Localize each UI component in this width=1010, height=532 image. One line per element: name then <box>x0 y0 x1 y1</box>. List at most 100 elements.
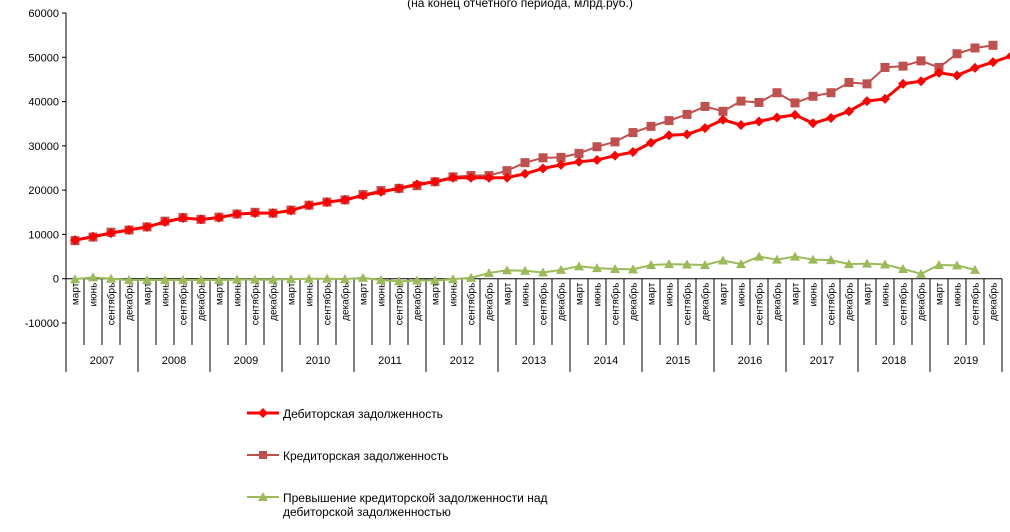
data-point <box>502 265 512 275</box>
data-point <box>610 150 620 161</box>
data-point <box>304 200 314 211</box>
series-line <box>74 44 994 242</box>
data-point <box>646 121 656 131</box>
data-point <box>250 274 260 284</box>
series-2 <box>70 251 980 286</box>
data-point <box>718 255 728 265</box>
quarter-label: март <box>71 282 82 305</box>
data-point <box>196 275 206 285</box>
data-point <box>574 261 584 271</box>
data-point <box>934 259 944 269</box>
data-point <box>988 40 998 50</box>
quarter-label: июнь <box>737 283 748 307</box>
legend-label-payables: Кредиторская задолженность <box>283 449 449 463</box>
quarter-label: декабрь <box>196 283 208 321</box>
quarter-label: март <box>647 282 658 305</box>
data-point <box>952 70 962 81</box>
data-point <box>412 179 422 190</box>
data-point <box>736 96 746 106</box>
quarter-label: март <box>863 282 874 305</box>
data-point <box>628 128 638 138</box>
data-point <box>484 267 494 277</box>
data-point <box>988 57 998 68</box>
data-point <box>592 263 602 273</box>
data-point <box>826 255 836 265</box>
quarter-label: июнь <box>377 283 388 307</box>
quarter-label: декабрь <box>268 283 280 321</box>
data-point <box>574 156 584 167</box>
series-0 <box>70 51 1010 246</box>
data-point <box>790 251 800 261</box>
data-point <box>790 98 800 108</box>
quarter-label: март <box>503 282 514 305</box>
data-point <box>952 49 962 59</box>
chart-subtitle: (на конец отчетного периода, млрд.руб.) <box>407 0 633 10</box>
data-point <box>880 62 890 72</box>
y-axis: -10000 0 10000 20000 30000 40000 50000 60000 <box>25 8 67 330</box>
y-tick-label: 30000 <box>28 141 59 153</box>
data-point <box>142 221 152 232</box>
quarter-label: сентябрь <box>250 283 262 326</box>
data-point <box>448 274 458 284</box>
series-layer <box>70 40 1010 286</box>
data-point <box>808 254 818 264</box>
data-point <box>610 137 620 147</box>
quarter-label: июнь <box>233 283 244 307</box>
year-label: 2010 <box>306 355 330 367</box>
quarter-label: март <box>287 282 298 305</box>
data-point <box>646 137 656 148</box>
data-point <box>682 259 692 269</box>
data-point <box>142 275 152 285</box>
data-point <box>646 259 656 269</box>
year-label: 2018 <box>882 355 906 367</box>
data-point <box>772 112 782 123</box>
legend-label-excess-line1: Превышение кредиторской задолженности на… <box>283 491 548 505</box>
quarter-label: март <box>719 282 730 305</box>
quarter-label: март <box>143 282 154 305</box>
data-point <box>862 79 872 89</box>
quarter-label: июнь <box>881 283 892 307</box>
quarter-label: сентябрь <box>754 283 766 326</box>
data-point <box>628 264 638 274</box>
quarter-label: март <box>215 282 226 305</box>
data-point <box>754 251 764 261</box>
y-tick-label: 40000 <box>28 97 59 109</box>
data-point <box>736 120 746 131</box>
data-point <box>538 153 548 163</box>
series-1 <box>70 40 998 246</box>
data-point <box>124 225 134 235</box>
data-point <box>430 176 440 187</box>
data-point <box>520 265 530 275</box>
data-point <box>340 194 350 205</box>
y-tick-label: -10000 <box>25 318 59 330</box>
data-point <box>340 274 350 284</box>
data-point <box>88 231 98 242</box>
legend-item-receivables: Дебиторская задолженность <box>245 405 665 425</box>
quarter-label: сентябрь <box>394 283 406 326</box>
data-point <box>772 88 782 98</box>
data-point <box>700 259 710 269</box>
data-point <box>286 274 296 284</box>
data-point <box>322 273 332 283</box>
data-point <box>574 148 584 158</box>
year-label: 2007 <box>90 355 114 367</box>
data-point <box>160 275 170 285</box>
data-point <box>844 78 854 88</box>
data-point <box>214 275 224 285</box>
data-point <box>628 147 638 158</box>
data-point <box>664 116 674 126</box>
data-point <box>934 67 944 78</box>
quarter-label: июнь <box>161 283 172 307</box>
quarter-label: июнь <box>521 283 532 307</box>
y-tick-label: 0 <box>53 274 59 286</box>
legend: Дебиторская задолженность Кредиторская з… <box>245 405 665 531</box>
data-point <box>862 96 872 107</box>
data-point <box>196 214 206 225</box>
data-point <box>322 197 332 208</box>
quarter-label: март <box>359 282 370 305</box>
quarter-label: декабрь <box>484 283 496 321</box>
data-point <box>700 123 710 134</box>
legend-swatch-excess <box>247 492 279 501</box>
quarter-label: март <box>431 282 442 305</box>
data-point <box>898 61 908 71</box>
